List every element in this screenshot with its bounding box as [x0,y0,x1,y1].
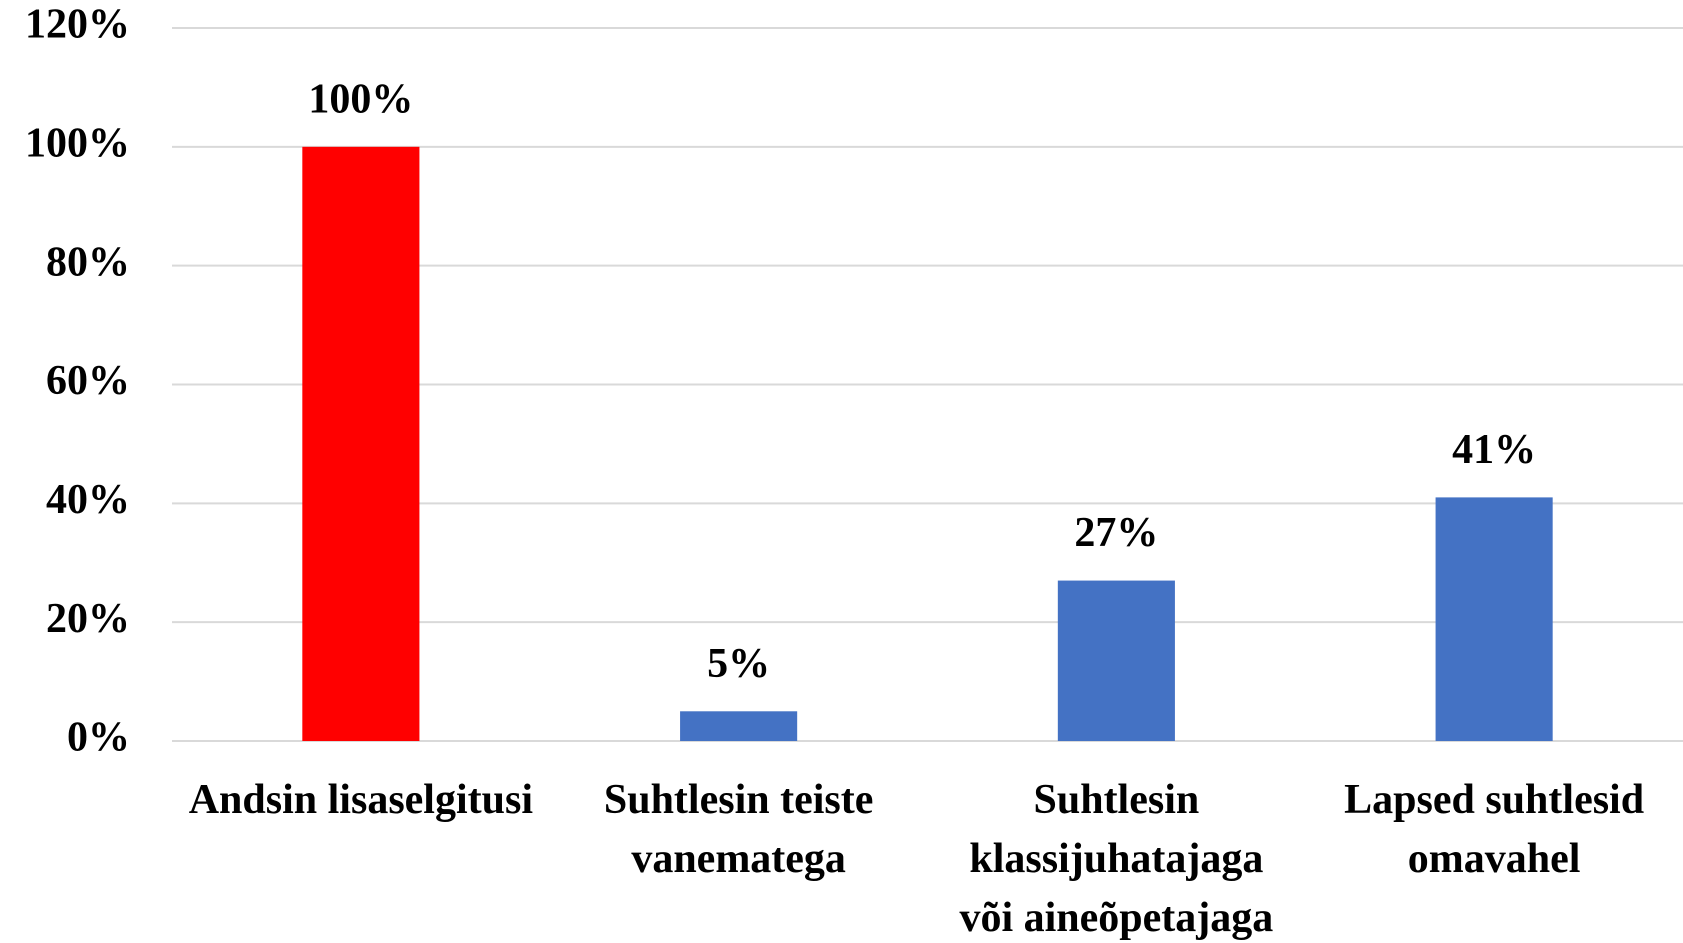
bar [302,146,420,742]
y-tick-label: 40% [46,477,130,523]
y-tick-label: 20% [46,596,130,642]
bar [680,711,798,741]
value-label: 27% [1074,510,1158,556]
x-tick-label: Suhtlesin teiste vanematega [603,777,874,882]
x-tick-label: Suhtlesin klassijuhatajaga või aineõpeta… [959,777,1274,941]
bar [1435,497,1553,741]
bar [1057,580,1175,741]
y-tick-label: 80% [46,239,130,285]
x-tick-label: Lapsed suhtlesid omavahel [1344,777,1645,882]
value-label: 5% [707,641,770,687]
x-tick-label: Andsin lisaselgitusi [188,777,534,823]
y-tick-label: 100% [25,120,130,166]
y-tick-label: 120% [25,2,130,48]
y-tick-label: 0% [67,715,130,761]
value-label: 41% [1452,427,1536,473]
y-tick-label: 60% [46,358,130,404]
value-label: 100% [308,76,413,122]
